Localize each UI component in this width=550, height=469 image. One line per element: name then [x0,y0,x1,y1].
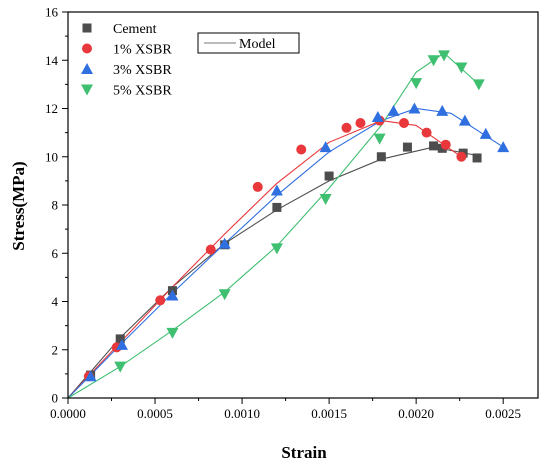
y-axis-title: Stress(MPa) [9,161,28,250]
model-line-1 [67,120,462,399]
legend-marker-1 [82,43,92,54]
model-legend-box [197,32,300,54]
data-point-series-0 [272,202,282,212]
data-point-series-2 [387,104,400,116]
data-point-series-2 [270,184,283,196]
y-tick-label: 12 [45,101,58,116]
data-point-series-1 [355,117,366,128]
x-axis-title: Strain [281,443,327,462]
data-point-series-0 [429,141,439,151]
y-tick-label: 10 [45,149,58,164]
legend-label-3: 5% XSBR [113,84,172,99]
model-legend: Model [197,32,300,54]
y-tick-label: 16 [45,5,59,20]
model-legend-label: Model [239,37,276,52]
data-markers [83,50,510,382]
data-point-series-0 [376,152,386,162]
model-lines [67,52,504,399]
data-point-series-2 [319,141,332,153]
data-point-series-3 [373,133,386,145]
data-point-series-3 [114,361,127,373]
y-tick-label: 14 [45,53,59,68]
data-point-series-2 [479,127,492,139]
legend-label-1: 1% XSBR [113,43,172,58]
x-tick-label: 0.0020 [398,406,434,421]
data-point-series-1 [296,144,307,155]
data-point-series-0 [437,143,447,153]
data-point-series-1 [205,244,216,255]
data-point-series-1 [155,295,166,306]
data-point-series-3 [218,289,231,301]
data-point-series-2 [408,102,421,114]
data-point-series-0 [402,142,412,152]
data-point-series-2 [497,141,510,153]
x-tick-label: 0.0015 [311,406,347,421]
data-point-series-2 [166,289,179,301]
legend-marker-2 [81,63,93,74]
data-point-series-3 [166,327,179,339]
model-line-3 [67,52,480,399]
x-tick-label: 0.0005 [137,406,173,421]
data-point-series-3 [472,79,485,91]
axes: 0.0000 0.0005 0.0010 0.0015 0.0020 0.0025 0 2 4 6… [45,5,539,421]
y-tick-label: 0 [52,391,59,406]
data-point-series-1 [252,181,263,192]
x-tick-label: 0.0025 [485,406,521,421]
model-line-2 [67,107,504,399]
legend: Cement 1% XSBR 3% XSBR 5% XSBR [81,22,172,99]
data-point-series-3 [319,193,332,205]
data-point-series-3 [455,62,468,74]
data-point-series-1 [456,151,467,162]
y-tick-label: 4 [52,294,59,309]
data-point-series-1 [398,117,409,128]
data-point-series-2 [371,110,384,122]
y-tick-label: 2 [52,342,59,357]
data-point-series-1 [341,122,352,133]
data-point-series-3 [410,78,423,90]
data-point-series-2 [436,104,449,116]
data-point-series-0 [324,171,334,181]
data-point-series-2 [458,114,471,126]
data-point-series-3 [270,243,283,255]
legend-marker-0 [82,23,92,33]
data-point-series-0 [472,153,482,163]
data-point-series-3 [438,50,450,62]
legend-marker-3 [81,84,93,96]
y-tick-label: 6 [52,246,59,261]
legend-label-0: Cement [113,22,157,37]
data-point-series-1 [440,139,451,150]
data-point-series-2 [115,338,128,350]
data-point-series-3 [427,55,440,67]
data-point-series-2 [84,370,97,382]
y-tick-label: 8 [52,198,59,213]
data-point-series-1 [421,127,432,138]
x-tick-label: 0.0000 [50,406,86,421]
data-point-series-0 [115,334,125,344]
legend-label-2: 3% XSBR [113,63,172,78]
x-tick-label: 0.0010 [224,406,260,421]
data-point-series-2 [218,237,231,249]
